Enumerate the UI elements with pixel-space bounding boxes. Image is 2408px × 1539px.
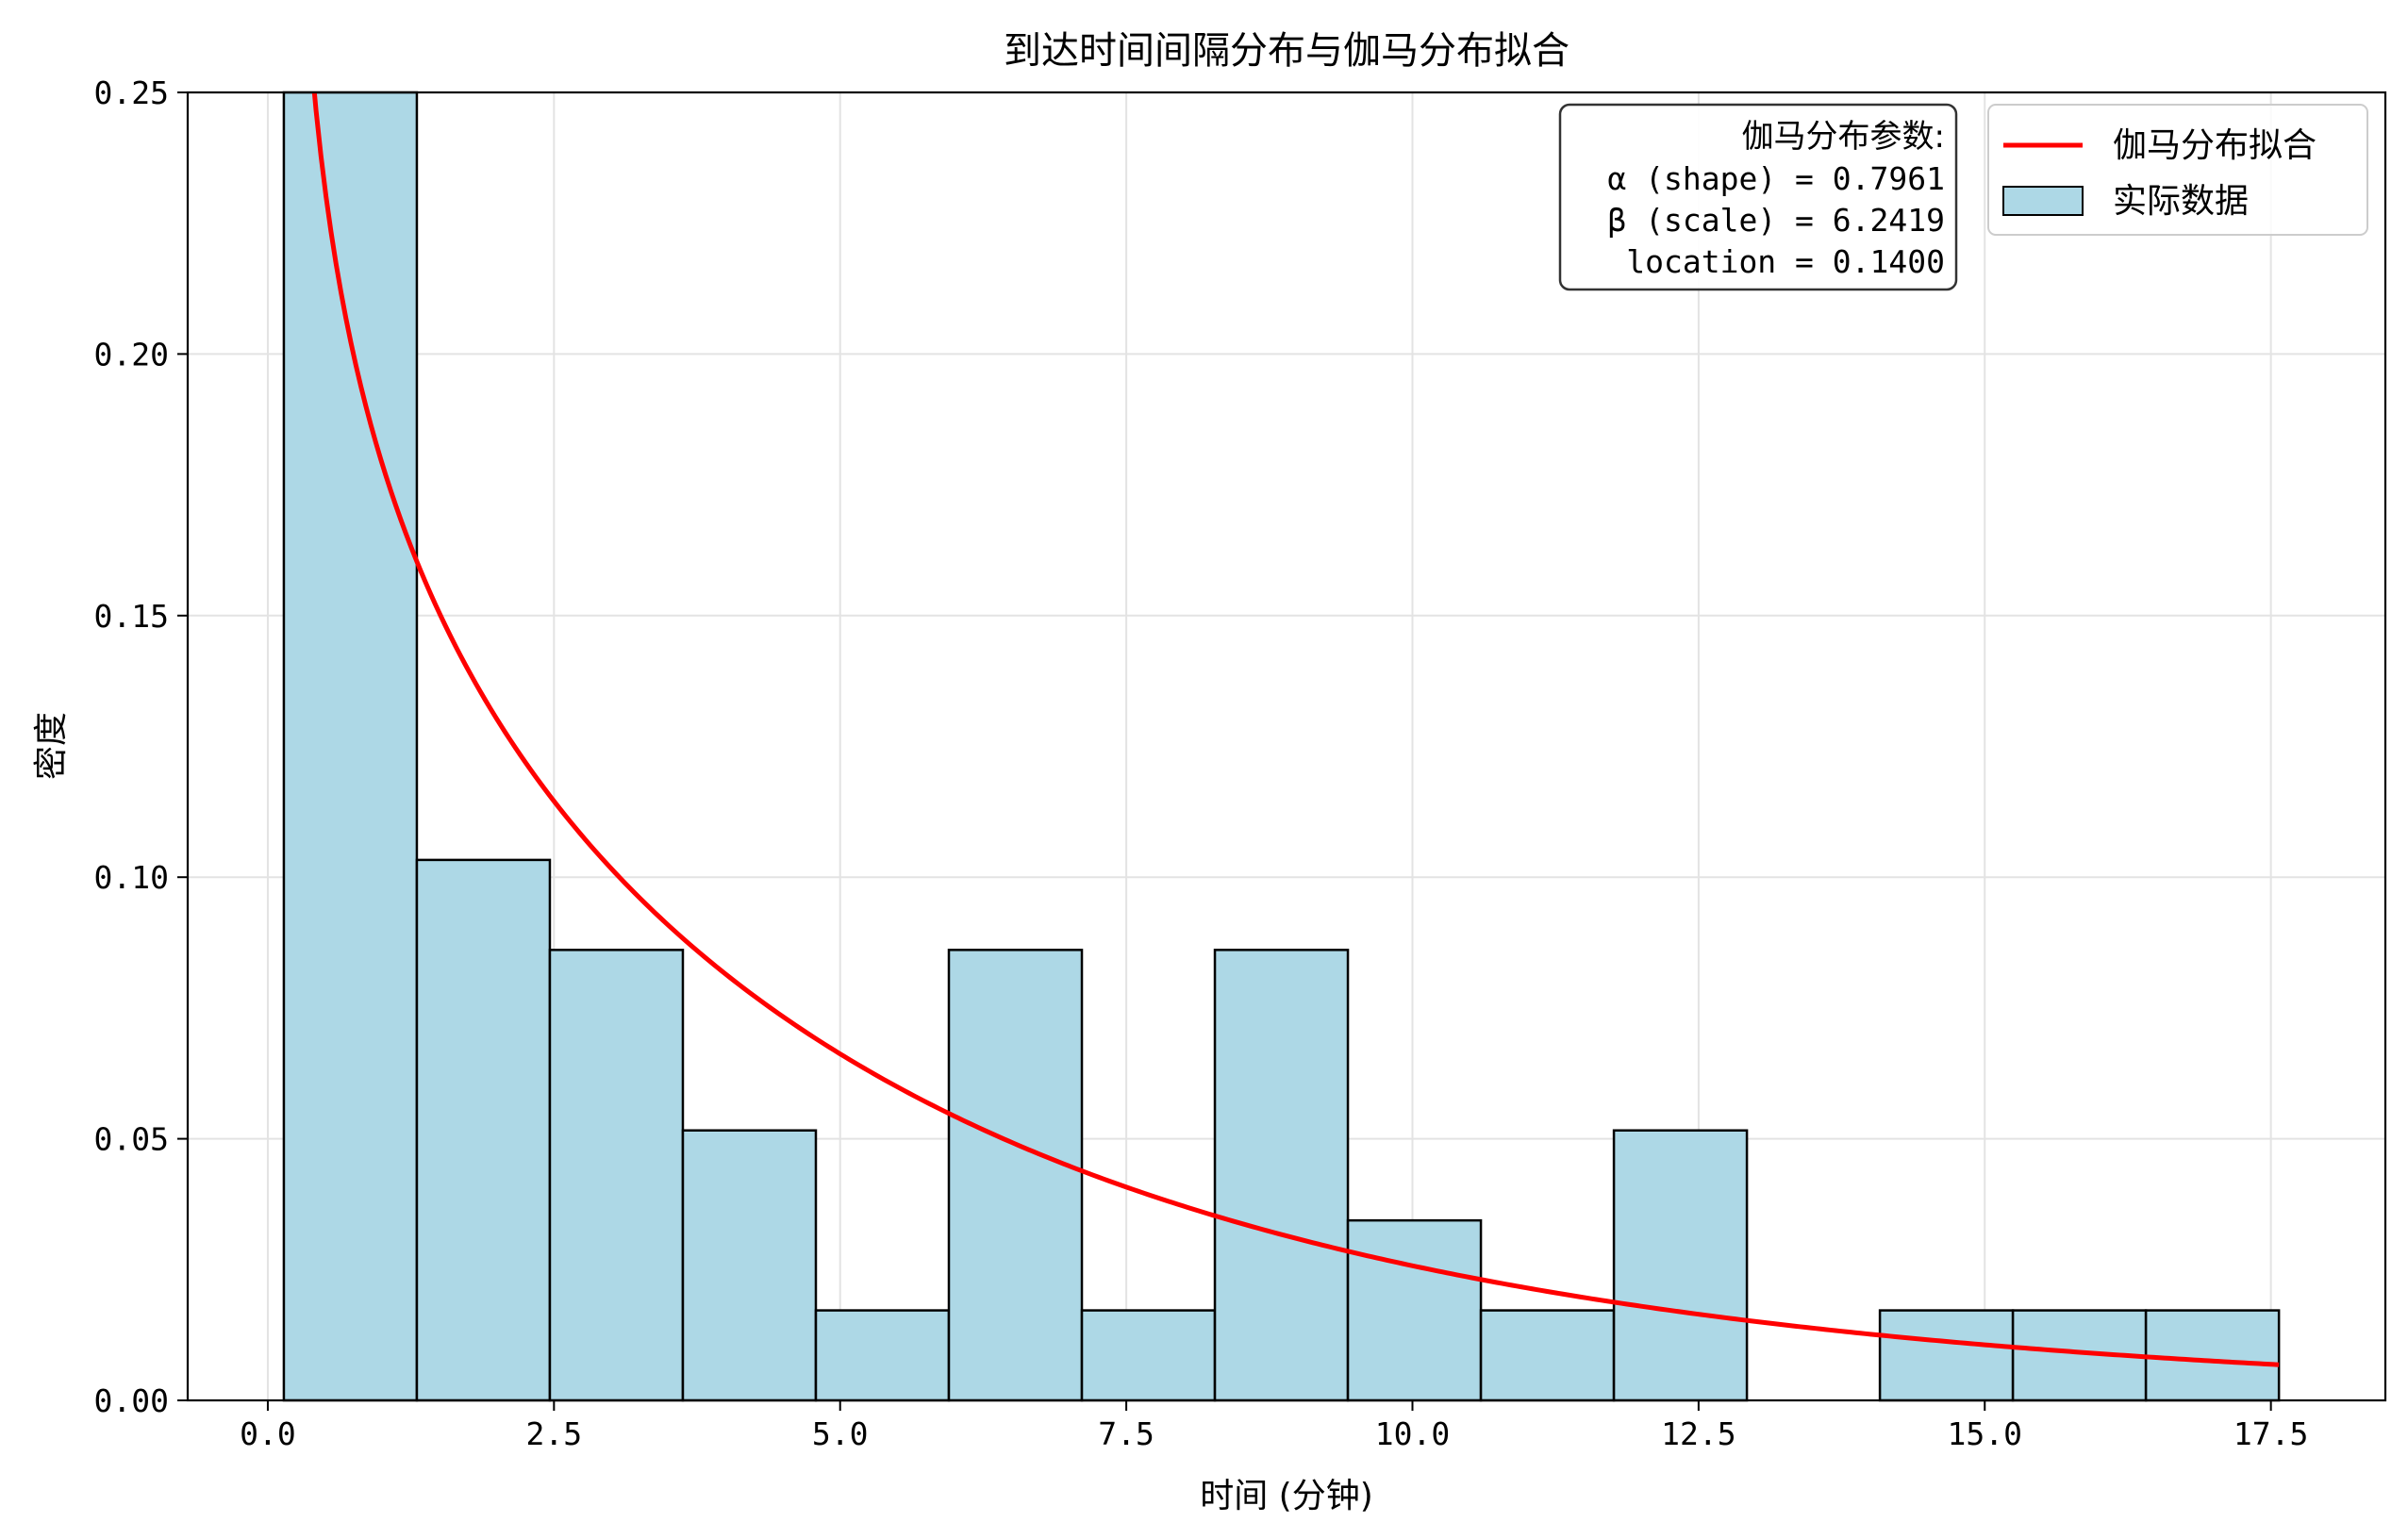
annotation-line-location: location = 0.1400 bbox=[1626, 243, 1945, 280]
y-axis-ticks: 0.00 0.05 0.10 0.15 0.20 0.25 bbox=[94, 74, 188, 1419]
x-tick-label: 15.0 bbox=[1948, 1415, 2022, 1452]
annotation-line-scale: β (scale) = 6.2419 bbox=[1607, 202, 1945, 239]
chart-title: 到达时间间隔分布与伽马分布拟合 bbox=[1004, 29, 1569, 73]
legend-label-fit: 伽马分布拟合 bbox=[2113, 126, 2317, 165]
gamma-fit-curve-layer bbox=[311, 92, 2280, 1367]
histogram-bar bbox=[1878, 1309, 2015, 1402]
histogram-bar bbox=[2144, 1309, 2281, 1402]
parameter-annotation: 伽马分布参数: α (shape) = 0.7961 β (scale) = 6… bbox=[1558, 103, 1958, 291]
annotation-line-title: 伽马分布参数: bbox=[1742, 118, 1945, 156]
y-tick-label: 0.05 bbox=[94, 1121, 169, 1158]
histogram-bar bbox=[814, 1309, 951, 1402]
x-axis-label: 时间 (分钟) bbox=[1200, 1477, 1373, 1515]
histogram-bar bbox=[415, 858, 552, 1402]
legend-bar-swatch bbox=[2002, 186, 2084, 216]
histogram-bar bbox=[1479, 1309, 1616, 1402]
histogram-bar bbox=[1346, 1218, 1483, 1402]
y-tick-label: 0.10 bbox=[94, 859, 169, 896]
x-tick-label: 10.0 bbox=[1375, 1415, 1450, 1452]
y-tick-label: 0.00 bbox=[94, 1382, 169, 1419]
histogram-bar bbox=[1612, 1129, 1749, 1402]
gamma-fit-line bbox=[311, 92, 2280, 1367]
x-tick-label: 12.5 bbox=[1661, 1415, 1735, 1452]
histogram-bar bbox=[548, 949, 685, 1402]
histogram-bar bbox=[947, 949, 1084, 1402]
x-tick-label: 2.5 bbox=[526, 1415, 583, 1452]
x-tick-label: 0.0 bbox=[240, 1415, 296, 1452]
annotation-line-shape: α (shape) = 0.7961 bbox=[1607, 160, 1945, 197]
histogram-bars bbox=[282, 91, 2281, 1402]
y-tick-label: 0.25 bbox=[94, 74, 169, 111]
legend-label-data: 实际数据 bbox=[2113, 182, 2249, 221]
x-tick-label: 5.0 bbox=[812, 1415, 869, 1452]
histogram-bar bbox=[282, 91, 419, 1402]
x-tick-label: 7.5 bbox=[1098, 1415, 1154, 1452]
y-tick-label: 0.20 bbox=[94, 336, 169, 372]
histogram-bar bbox=[681, 1129, 818, 1402]
histogram-bar bbox=[1213, 949, 1350, 1402]
legend: 伽马分布拟合 实际数据 bbox=[1987, 104, 2368, 236]
x-tick-label: 17.5 bbox=[2234, 1415, 2308, 1452]
x-axis-ticks: 0.0 2.5 5.0 7.5 10.0 12.5 15.0 17.5 bbox=[240, 1400, 2308, 1452]
y-axis-label: 密度 bbox=[32, 712, 71, 780]
annotation-box bbox=[1558, 103, 1958, 291]
y-tick-label: 0.15 bbox=[94, 598, 169, 635]
histogram-bar bbox=[1080, 1309, 1217, 1402]
plot-frame bbox=[186, 91, 2387, 1402]
